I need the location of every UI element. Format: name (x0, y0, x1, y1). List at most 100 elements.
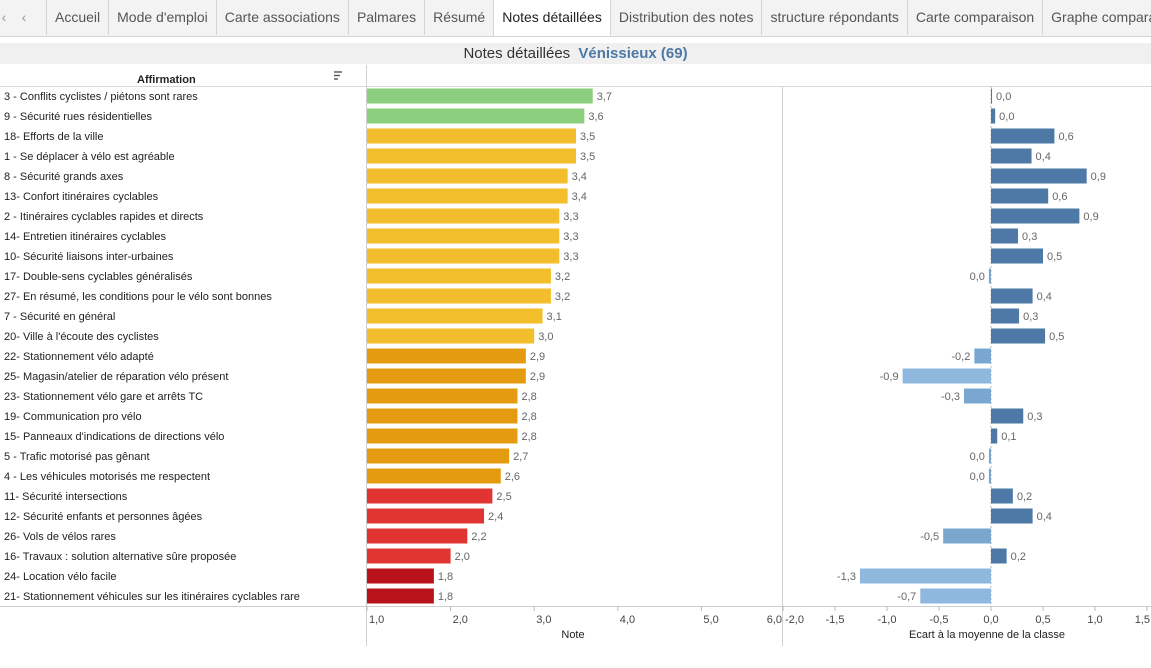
row-label: 12- Sécurité enfants et personnes âgées (4, 511, 203, 523)
ecart-value-label: 0,3 (1022, 231, 1037, 243)
x-tick-label: 0,5 (1035, 614, 1050, 626)
row-label: 4 - Les véhicules motorisés me respecten… (4, 471, 210, 483)
ecart-bar[interactable] (991, 508, 1033, 524)
note-bar[interactable] (367, 268, 551, 284)
note-value-label: 2,0 (455, 551, 470, 563)
ecart-bar[interactable] (974, 348, 991, 364)
row-label: 8 - Sécurité grands axes (4, 171, 124, 183)
note-bar[interactable] (367, 508, 485, 524)
note-bar[interactable] (367, 388, 518, 404)
row-label: 20- Ville à l'écoute des cyclistes (4, 331, 159, 343)
ecart-bar[interactable] (991, 228, 1019, 244)
note-bar[interactable] (367, 108, 585, 124)
ecart-value-label: 0,0 (970, 471, 985, 483)
x-tick-label: 1,0 (1087, 614, 1102, 626)
tab-5[interactable]: Notes détaillées (493, 0, 610, 36)
ecart-bar[interactable] (991, 248, 1043, 264)
note-value-label: 3,3 (563, 251, 578, 263)
ecart-bar[interactable] (988, 448, 991, 464)
row-label: 14- Entretien itinéraires cyclables (4, 231, 167, 243)
ecart-value-label: -0,9 (880, 371, 899, 383)
note-bar[interactable] (367, 468, 501, 484)
ecart-bar[interactable] (991, 168, 1087, 184)
first-tab-button[interactable]: ‹ (1, 9, 7, 25)
tab-4[interactable]: Résumé (424, 0, 493, 35)
note-value-label: 2,8 (521, 411, 536, 423)
x-tick-label: -2,0 (785, 614, 804, 626)
ecart-bar[interactable] (943, 528, 991, 544)
ecart-bar[interactable] (991, 88, 993, 104)
ecart-value-label: 0,5 (1047, 251, 1062, 263)
note-bar[interactable] (367, 568, 434, 584)
ecart-bar[interactable] (991, 108, 996, 124)
note-value-label: 1,8 (438, 591, 453, 603)
note-bar[interactable] (367, 128, 576, 144)
note-bar[interactable] (367, 448, 510, 464)
x-tick-label: 1,5 (1135, 614, 1150, 626)
note-bar[interactable] (367, 588, 434, 604)
ecart-value-label: 0,6 (1058, 131, 1073, 143)
note-bar[interactable] (367, 348, 526, 364)
note-bar[interactable] (367, 188, 568, 204)
note-value-label: 2,9 (530, 371, 545, 383)
tab-7[interactable]: structure répondants (761, 0, 906, 35)
tab-3[interactable]: Palmares (347, 0, 424, 35)
note-bar[interactable] (367, 308, 543, 324)
note-value-label: 3,3 (563, 231, 578, 243)
note-bar[interactable] (367, 168, 568, 184)
note-bar[interactable] (367, 548, 451, 564)
note-bar[interactable] (367, 288, 551, 304)
note-value-label: 3,2 (555, 271, 570, 283)
ecart-bar[interactable] (991, 288, 1033, 304)
ecart-bar[interactable] (991, 428, 998, 444)
note-bar[interactable] (367, 408, 518, 424)
ecart-value-label: 0,0 (970, 271, 985, 283)
note-bar[interactable] (367, 88, 593, 104)
prev-tab-button[interactable]: ‹ (21, 9, 27, 25)
ecart-bar[interactable] (988, 268, 991, 284)
tab-8[interactable]: Carte comparaison (906, 0, 1042, 35)
note-value-label: 2,6 (505, 471, 520, 483)
ecart-bar[interactable] (991, 148, 1032, 164)
ecart-bar[interactable] (991, 308, 1020, 324)
row-label: 9 - Sécurité rues résidentielles (4, 111, 152, 123)
note-bar[interactable] (367, 328, 535, 344)
x-tick-label: 4,0 (620, 614, 635, 626)
note-bar[interactable] (367, 428, 518, 444)
note-bar[interactable] (367, 208, 560, 224)
ecart-value-label: -0,3 (941, 391, 960, 403)
x-tick-label: 1,0 (369, 614, 384, 626)
ecart-bar[interactable] (991, 328, 1046, 344)
note-bar[interactable] (367, 148, 576, 164)
ecart-bar[interactable] (991, 128, 1055, 144)
sort-icon[interactable] (334, 71, 342, 80)
tab-2[interactable]: Carte associations (215, 0, 348, 35)
ecart-bar[interactable] (920, 588, 991, 604)
ecart-bar[interactable] (988, 468, 991, 484)
x-tick-label: -1,5 (826, 614, 845, 626)
note-bar[interactable] (367, 228, 560, 244)
note-value-label: 3,3 (563, 211, 578, 223)
tab-0[interactable]: Accueil (46, 0, 108, 35)
ecart-bar[interactable] (963, 388, 991, 404)
ecart-bar[interactable] (991, 188, 1049, 204)
ecart-bar[interactable] (991, 488, 1013, 504)
note-value-label: 3,6 (588, 111, 603, 123)
ecart-bar[interactable] (902, 368, 991, 384)
tab-9[interactable]: Graphe compara (1042, 0, 1151, 35)
note-bar[interactable] (367, 368, 526, 384)
note-bar[interactable] (367, 248, 560, 264)
ecart-bar[interactable] (991, 208, 1080, 224)
row-label: 17- Double-sens cyclables généralisés (4, 271, 193, 283)
ecart-bar[interactable] (991, 408, 1024, 424)
row-label: 25- Magasin/atelier de réparation vélo p… (4, 371, 228, 383)
note-value-label: 3,5 (580, 151, 595, 163)
note-bar[interactable] (367, 528, 468, 544)
ecart-bar[interactable] (991, 548, 1007, 564)
note-bar[interactable] (367, 488, 493, 504)
ecart-bar[interactable] (859, 568, 991, 584)
ecart-value-label: 0,4 (1036, 151, 1051, 163)
ecart-value-label: 0,2 (1011, 551, 1026, 563)
tab-1[interactable]: Mode d'emploi (108, 0, 216, 35)
tab-6[interactable]: Distribution des notes (609, 0, 762, 35)
